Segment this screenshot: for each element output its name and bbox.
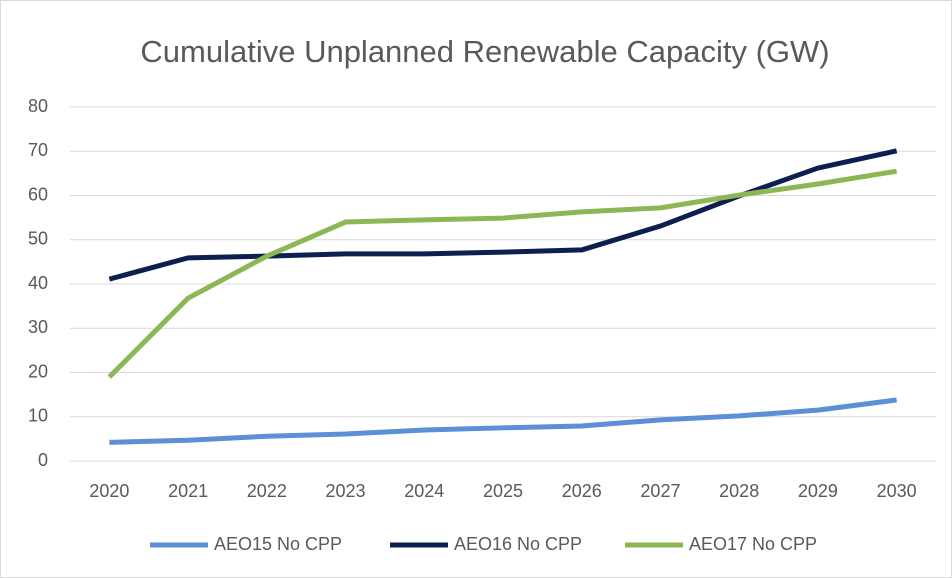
y-tick-label: 30 xyxy=(28,317,48,337)
data-line xyxy=(107,168,898,379)
x-tick-label: 2025 xyxy=(483,481,523,501)
x-tick-label: 2022 xyxy=(247,481,287,501)
chart-title: Cumulative Unplanned Renewable Capacity … xyxy=(140,34,829,69)
y-tick-label: 40 xyxy=(28,273,48,293)
x-tick-label: 2023 xyxy=(326,481,366,501)
y-tick-label: 70 xyxy=(28,140,48,160)
y-tick-label: 10 xyxy=(28,406,48,426)
x-tick-label: 2027 xyxy=(640,481,680,501)
legend-label: AEO15 No CPP xyxy=(214,534,342,554)
x-tick-label: 2020 xyxy=(89,481,129,501)
x-tick-label: 2026 xyxy=(562,481,602,501)
x-tick-label: 2030 xyxy=(877,481,917,501)
legend-label: AEO16 No CPP xyxy=(454,534,582,554)
data-line xyxy=(108,148,898,282)
y-tick-label: 60 xyxy=(28,184,48,204)
y-tick-label: 0 xyxy=(38,450,48,470)
y-tick-label: 50 xyxy=(28,229,48,249)
data-line xyxy=(109,397,897,445)
y-tick-label: 80 xyxy=(28,96,48,116)
x-tick-label: 2024 xyxy=(404,481,444,501)
x-tick-label: 2028 xyxy=(719,481,759,501)
x-tick-label: 2029 xyxy=(798,481,838,501)
y-tick-label: 20 xyxy=(28,361,48,381)
legend-label: AEO17 No CPP xyxy=(689,534,817,554)
x-tick-label: 2021 xyxy=(168,481,208,501)
